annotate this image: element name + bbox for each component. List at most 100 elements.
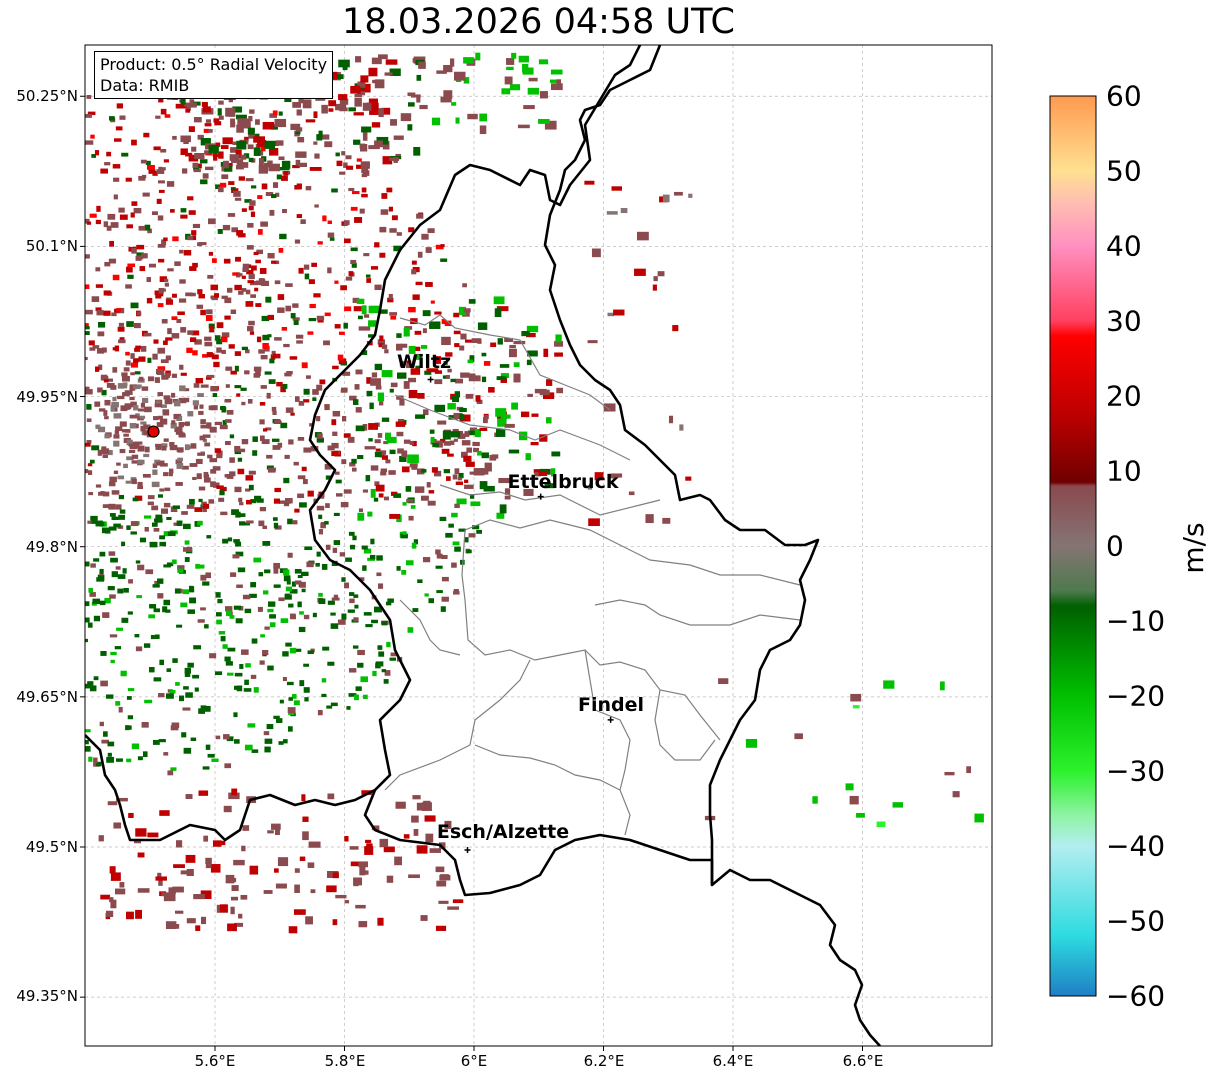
echo-pixel (442, 430, 451, 440)
echo-pixel (108, 526, 117, 531)
echo-pixel (259, 279, 266, 286)
echo-pixel (341, 459, 347, 465)
echo-pixel (119, 421, 127, 427)
echo-pixel (359, 208, 365, 214)
echo-pixel (394, 856, 402, 866)
echo-pixel (235, 165, 244, 170)
echo-pixel (412, 795, 421, 800)
echo-pixel (274, 260, 280, 265)
echo-pixel (171, 722, 180, 728)
echo-pixel (421, 469, 427, 473)
echo-pixel (143, 430, 149, 436)
echo-pixel (106, 756, 115, 763)
echo-pixel (233, 539, 240, 543)
echo-pixel (118, 207, 125, 213)
echo-pixel (251, 638, 258, 644)
echo-pixel (434, 404, 446, 412)
echo-pixel (199, 435, 206, 441)
echo-pixel (370, 266, 379, 270)
echo-pixel (283, 739, 288, 744)
echo-pixel (342, 371, 351, 376)
echo-pixel (489, 454, 497, 461)
echo-pixel (118, 514, 125, 520)
echo-pixel (125, 360, 131, 366)
echo-pixel (296, 109, 302, 116)
echo-pixel (253, 366, 262, 372)
echo-pixel (125, 725, 130, 731)
echo-pixel (454, 546, 461, 552)
echo-pixel (100, 168, 108, 174)
echo-pixel (165, 355, 171, 361)
echo-pixel (378, 108, 384, 118)
echo-pixel (141, 253, 148, 259)
echo-pixel (162, 340, 168, 345)
echo-pixel (236, 393, 241, 397)
echo-pixel (333, 512, 340, 517)
plot-frame (84, 44, 993, 1047)
echo-pixel (213, 361, 220, 368)
echo-pixel (126, 321, 134, 327)
echo-pixel (295, 159, 301, 166)
echo-pixel (122, 382, 128, 389)
echo-pixel (343, 220, 350, 226)
echo-pixel (154, 580, 159, 586)
echo-pixel (297, 601, 302, 608)
echo-pixel (388, 470, 396, 475)
echo-pixel (165, 921, 177, 930)
echo-pixel (190, 102, 197, 108)
echo-pixel (245, 289, 251, 295)
echo-pixel (214, 448, 221, 453)
echo-pixel (281, 326, 288, 331)
echo-pixel (497, 418, 507, 427)
echo-pixel (363, 548, 372, 554)
echo-pixel (158, 693, 165, 698)
echo-pixel (247, 399, 253, 404)
echo-pixel (176, 415, 183, 422)
echo-pixel (484, 414, 489, 420)
echo-pixel (216, 619, 222, 625)
echo-pixel (162, 606, 168, 613)
echo-pixel (287, 707, 296, 714)
echo-pixel (192, 262, 198, 268)
echo-pixel (402, 531, 407, 535)
echo-pixel (191, 330, 200, 336)
echo-pixel (440, 96, 452, 103)
echo-pixel (104, 433, 111, 439)
echo-pixel (210, 864, 221, 873)
echo-pixel (112, 396, 117, 402)
echo-pixel (272, 182, 279, 188)
echo-pixel (223, 805, 232, 813)
echo-pixel (542, 392, 555, 400)
echo-pixel (235, 541, 242, 547)
echo-pixel (358, 861, 368, 868)
echo-pixel (234, 685, 239, 690)
echo-pixel (232, 141, 237, 145)
echo-pixel (152, 353, 158, 360)
echo-pixel (252, 450, 258, 456)
echo-pixel (95, 284, 103, 288)
echo-pixel (386, 187, 393, 193)
echo-pixel (256, 336, 262, 343)
echo-pixel (261, 183, 268, 190)
echo-pixel (134, 495, 143, 501)
echo-pixel (177, 457, 183, 462)
echo-pixel (285, 305, 292, 312)
echo-pixel (273, 715, 280, 719)
echo-pixel (374, 481, 380, 486)
echo-pixel (155, 294, 162, 299)
echo-pixel (231, 157, 239, 163)
echo-pixel (452, 474, 458, 480)
echo-pixel (157, 303, 164, 308)
echo-pixel (121, 152, 129, 157)
echo-pixel (476, 399, 483, 405)
echo-pixel (412, 440, 417, 447)
echo-pixel (279, 699, 284, 704)
echo-pixel (381, 193, 388, 199)
echo-pixel (974, 813, 984, 823)
echo-pixel (204, 341, 213, 347)
echo-pixel (203, 471, 209, 478)
echo-pixel (164, 278, 169, 283)
echo-pixel (117, 383, 124, 389)
echo-pixel (360, 75, 369, 83)
echo-pixel (93, 676, 99, 681)
